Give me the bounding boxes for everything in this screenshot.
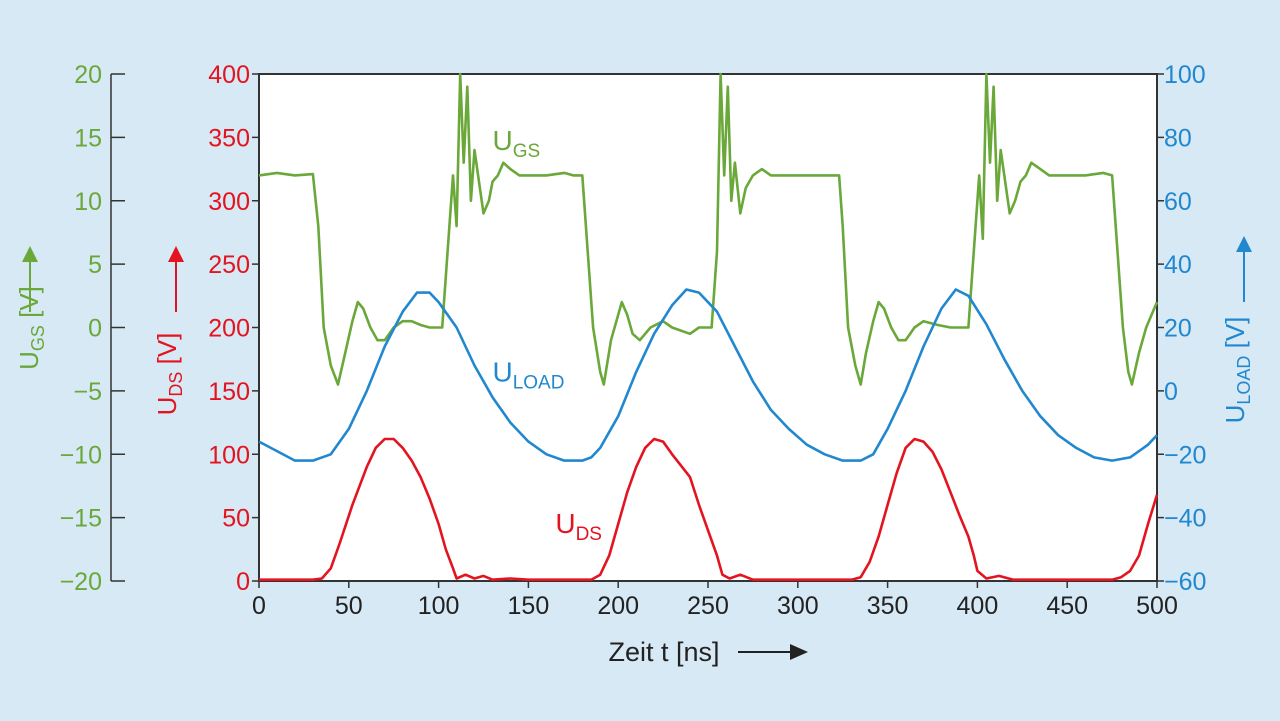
uds-tick-label: 0	[236, 568, 250, 596]
uds-tick-label: 150	[208, 378, 250, 406]
ugs-tick-label: 10	[74, 188, 102, 216]
x-tick-label: 0	[252, 592, 266, 620]
uds-tick-label: 300	[208, 188, 250, 216]
x-tick-label: 450	[1046, 592, 1088, 620]
ugs-tick-label: −5	[73, 378, 102, 406]
uload-axis-label: ULOAD [V]	[1220, 317, 1254, 424]
annotation-layer: UGS ULOAD UDS	[492, 125, 602, 545]
x-tick-label: 250	[687, 592, 729, 620]
uds-tick-label: 400	[208, 61, 250, 89]
uds-tick-label: 250	[208, 251, 250, 279]
curve-label-load: ULOAD	[492, 356, 564, 393]
ugs-arrow-head	[22, 246, 38, 262]
x-axis-label: Zeit t [ns]	[608, 637, 719, 667]
uds-tick-label: 350	[208, 124, 250, 152]
uload-tick-label: 20	[1164, 315, 1192, 343]
series-uload-line	[258, 288, 1158, 462]
uds-tick-label: 100	[208, 441, 250, 469]
uload-tick-label: −40	[1164, 505, 1206, 533]
uload-tick-label: −60	[1164, 568, 1206, 596]
uload-axis: 100 80 60 40 20 0 −20 −40 −60 ULOAD [V]	[1157, 61, 1254, 596]
uload-tick-label: 0	[1164, 378, 1178, 406]
uds-tick-label: 200	[208, 315, 250, 343]
uload-tick-label: 40	[1164, 251, 1192, 279]
series-ugs-line	[258, 72, 1159, 386]
ugs-tick-label: −15	[60, 505, 102, 533]
series-uds-line	[259, 437, 1159, 581]
uload-tick-label: 80	[1164, 124, 1192, 152]
x-tick-label: 150	[508, 592, 550, 620]
ugs-tick-label: −20	[60, 568, 102, 596]
uload-arrow-head	[1236, 236, 1252, 252]
ugs-tick-label: −10	[60, 441, 102, 469]
uds-tick-label: 50	[222, 505, 250, 533]
ugs-tick-label: 0	[88, 315, 102, 343]
ugs-tick-label: 15	[74, 124, 102, 152]
x-arrow-head	[790, 644, 808, 660]
series-layer	[258, 72, 1159, 581]
x-tick-label: 200	[597, 592, 639, 620]
curve-label-gs: UGS	[492, 125, 540, 162]
x-tick-label: 100	[418, 592, 460, 620]
x-tick-label: 500	[1136, 592, 1178, 620]
uload-tick-label: 100	[1164, 61, 1206, 89]
ugs-tick-label: 20	[74, 61, 102, 89]
uds-axis: 400 350 300 250 200 150 100 50 0 UDS [V]	[152, 61, 259, 596]
ugs-tick-label: 5	[88, 251, 102, 279]
x-tick-label: 350	[867, 592, 909, 620]
uds-arrow-head	[168, 246, 184, 262]
x-tick-label: 300	[777, 592, 819, 620]
uload-tick-label: −20	[1164, 441, 1206, 469]
x-tick-label: 50	[335, 592, 363, 620]
x-axis: 0 50 100 150 200 250 300 350 400 450 500 Zeit t [n…	[252, 581, 1178, 667]
x-tick-label: 400	[957, 592, 999, 620]
uds-axis-label: UDS [V]	[152, 333, 186, 416]
curve-label-ds: UDS	[555, 508, 602, 545]
uload-tick-label: 60	[1164, 188, 1192, 216]
